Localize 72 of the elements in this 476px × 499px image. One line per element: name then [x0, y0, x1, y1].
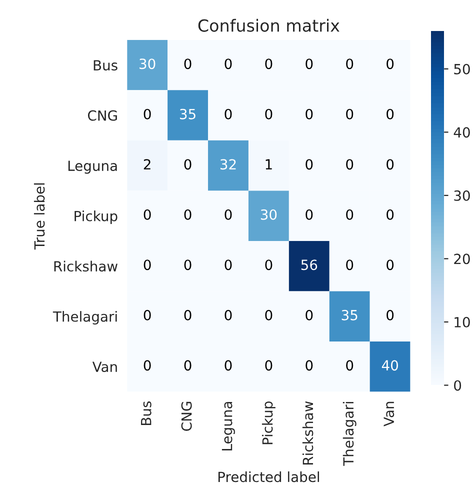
data-label: 0: [224, 108, 232, 120]
x-tick-label: Thelagari: [342, 402, 356, 466]
x-tick-label: Leguna: [222, 402, 235, 450]
data-label: 0: [306, 159, 313, 170]
data-label: 0: [224, 360, 232, 371]
data-label: 0: [386, 58, 394, 70]
data-label: 0: [346, 108, 354, 120]
x-axis-title: Predicted label: [218, 471, 319, 482]
data-label: 0: [144, 310, 151, 320]
data-label: 0: [346, 360, 354, 371]
data-label: 0: [346, 58, 354, 70]
color-bar-label: 10: [454, 316, 470, 328]
data-label: 30: [140, 58, 156, 70]
color-bar-label: 40: [454, 127, 470, 138]
data-label: 0: [346, 209, 354, 220]
x-tick-label: Rickshaw: [302, 401, 314, 464]
data-label: 1: [266, 159, 272, 170]
data-label: 0: [184, 159, 192, 170]
data-label: 0: [306, 108, 313, 120]
data-label: 0: [386, 209, 394, 220]
y-tick-label: Rickshaw: [54, 260, 118, 272]
y-tick-label: Thelagari: [52, 311, 117, 324]
data-label: 0: [265, 108, 272, 120]
data-label: 0: [144, 360, 151, 371]
data-label: 0: [224, 209, 232, 220]
color-bar-label: 50: [454, 64, 470, 74]
data-label: 30: [260, 209, 277, 220]
data-label: 0: [386, 159, 394, 170]
data-label: 0: [184, 58, 192, 70]
data-label: 0: [184, 209, 192, 220]
data-label: 0: [265, 260, 272, 270]
data-label: 0: [306, 209, 313, 220]
x-tick-label: CNG: [181, 402, 192, 431]
data-label: 0: [144, 260, 151, 270]
x-tick-label: Van: [384, 402, 394, 426]
data-label: 0: [386, 108, 394, 120]
data-label: 0: [224, 260, 232, 270]
color-bar-label: 30: [454, 190, 470, 201]
y-axis-title: True label: [34, 183, 45, 250]
x-tick-label: Pickup: [262, 402, 276, 444]
data-label: 0: [184, 310, 192, 320]
data-label: 0: [306, 58, 313, 70]
data-label: 0: [346, 260, 354, 270]
data-label: 0: [386, 260, 394, 270]
color-bar-label: 0: [454, 380, 462, 391]
data-label: 32: [220, 159, 236, 170]
data-label: 0: [184, 260, 192, 270]
y-tick-label: Leguna: [68, 160, 117, 174]
y-tick-label: Van: [92, 362, 117, 372]
data-label: 0: [306, 360, 313, 371]
data-label: 0: [386, 310, 394, 320]
data-label: 0: [184, 360, 192, 371]
color-bar-label: 20: [454, 254, 470, 264]
data-label: 0: [265, 58, 272, 70]
data-label: 0: [265, 360, 272, 371]
x-tick-label: Bus: [141, 401, 152, 425]
data-label: 35: [342, 310, 358, 320]
chart-title: Confusion matrix: [198, 18, 340, 32]
data-label: 0: [346, 159, 354, 170]
data-label: 0: [144, 108, 151, 120]
data-label: 0: [224, 58, 232, 70]
data-label: 0: [224, 310, 232, 320]
y-tick-label: CNG: [88, 110, 117, 121]
data-label: 0: [306, 310, 313, 320]
data-label: 2: [144, 159, 150, 170]
y-tick-label: Bus: [94, 60, 118, 71]
data-label: 35: [180, 108, 196, 120]
y-tick-label: Pickup: [74, 210, 118, 224]
data-label: 56: [301, 260, 318, 270]
data-label: 40: [382, 360, 398, 371]
data-label: 0: [265, 310, 272, 320]
data-label: 0: [144, 209, 151, 220]
